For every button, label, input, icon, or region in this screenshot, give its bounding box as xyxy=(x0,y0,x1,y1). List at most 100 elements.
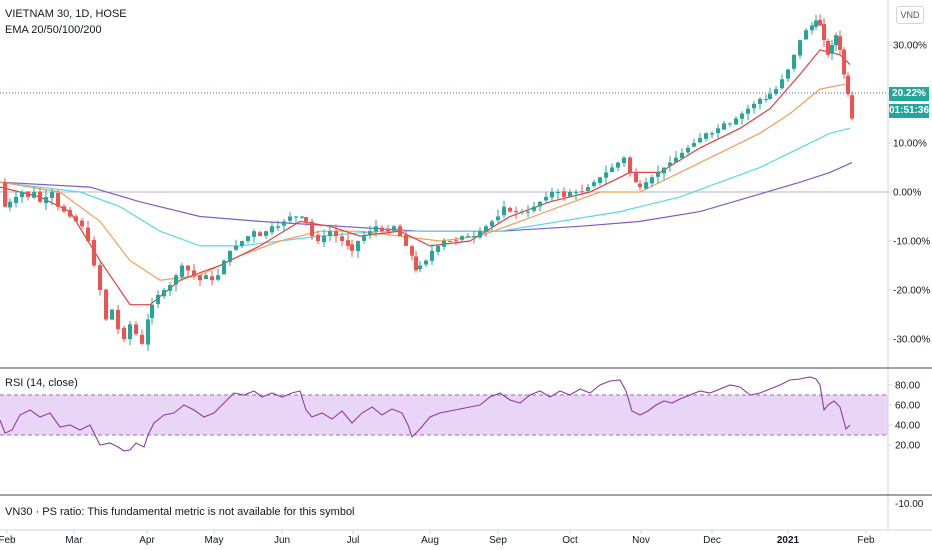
x-tick-label: Sep xyxy=(489,535,507,546)
rsi-y-tick-label: 20.00 xyxy=(895,441,920,452)
candle-body xyxy=(448,241,452,242)
candle-body xyxy=(156,294,160,304)
candle-body xyxy=(580,191,584,193)
candle-body xyxy=(20,192,24,198)
candle-body xyxy=(350,244,354,251)
candle-body xyxy=(162,290,166,297)
candle-body xyxy=(128,324,132,340)
candle-body xyxy=(252,231,256,237)
candle-body xyxy=(300,216,304,218)
candle-body xyxy=(466,236,470,238)
candle-body xyxy=(598,177,602,183)
candle-body xyxy=(734,118,738,125)
candle-body xyxy=(792,54,796,69)
x-tick-label: Apr xyxy=(139,535,155,546)
candle-body xyxy=(826,40,830,55)
rsi-label[interactable]: RSI (14, close) xyxy=(5,377,78,389)
candle-body xyxy=(374,226,378,232)
rsi-y-tick-label: 40.00 xyxy=(895,421,920,432)
candle-body xyxy=(610,167,614,173)
candle-body xyxy=(356,241,360,251)
candle-body xyxy=(328,231,332,237)
candle-body xyxy=(368,231,372,236)
candle-body xyxy=(818,19,822,26)
candle-body xyxy=(774,89,778,95)
candle-body xyxy=(246,236,250,242)
candle-body xyxy=(746,108,750,114)
candle-body xyxy=(276,226,280,228)
candle-body xyxy=(668,162,672,167)
candle-body xyxy=(404,234,408,246)
candle-body xyxy=(520,211,524,213)
candle-body xyxy=(198,275,202,281)
rsi-y-tick-label: 60.00 xyxy=(895,401,920,412)
candle-body xyxy=(228,250,232,262)
candle-body xyxy=(134,324,138,335)
candle-body xyxy=(270,226,274,233)
candle-body xyxy=(842,49,846,75)
fundamental-label[interactable]: VN30 · PS ratio: This fundamental metric… xyxy=(5,506,355,518)
candle-body xyxy=(698,138,702,143)
candle-body xyxy=(116,309,120,330)
candle-body xyxy=(768,94,772,100)
candle-body xyxy=(834,35,838,46)
candle-body xyxy=(728,123,732,125)
candle-body xyxy=(656,172,660,177)
x-tick-label: Feb xyxy=(0,535,16,546)
candle-body xyxy=(8,201,12,208)
x-tick-label: Jul xyxy=(347,535,360,546)
candle-body xyxy=(574,192,578,194)
candle-body xyxy=(180,265,184,277)
candle-body xyxy=(56,192,60,207)
candle-body xyxy=(334,231,338,237)
x-tick-label: May xyxy=(205,535,224,546)
candle-body xyxy=(122,327,126,339)
candle-body xyxy=(526,211,530,213)
ema200-line xyxy=(0,162,853,232)
candle-body xyxy=(716,128,720,134)
rsi-y-tick-label: 80.00 xyxy=(895,381,920,392)
candle-body xyxy=(80,220,84,227)
candle-body xyxy=(644,182,648,189)
candle-body xyxy=(502,206,506,216)
candle-body xyxy=(110,309,114,320)
candle-body xyxy=(556,192,560,194)
candle-body xyxy=(146,319,150,345)
candle-body xyxy=(186,265,190,271)
candle-body xyxy=(204,275,208,280)
candle-body xyxy=(150,304,154,319)
candle-body xyxy=(472,236,476,238)
candle-body xyxy=(532,206,536,211)
candle-body xyxy=(346,240,350,246)
y-tick-label: 10.00% xyxy=(893,139,927,150)
currency-button[interactable]: VND xyxy=(896,6,924,24)
candle-body xyxy=(822,24,826,41)
y-tick-label: -20.00% xyxy=(893,286,930,297)
fundamental-y-tick-label: -10.00 xyxy=(895,499,924,510)
candle-body xyxy=(838,36,842,50)
x-tick-label: Nov xyxy=(632,535,650,546)
time-axis[interactable]: Feb Mar Apr May Jun Jul Aug Sep Oct Nov Dec 2021 Feb xyxy=(0,530,875,546)
candle-body xyxy=(814,20,818,27)
x-tick-label: Jun xyxy=(274,535,290,546)
y-tick-label: 0.00% xyxy=(893,188,921,199)
candle-body xyxy=(514,210,518,212)
candle-body xyxy=(316,234,320,241)
candle-body xyxy=(484,226,488,232)
countdown-badge: 01:51:36 xyxy=(889,104,930,118)
candle-body xyxy=(798,40,802,56)
candle-body xyxy=(704,133,708,139)
candle-body xyxy=(740,113,744,119)
candle-body xyxy=(692,143,696,147)
symbol-title[interactable]: VIETNAM 30, 1D, HOSE xyxy=(5,8,127,20)
candle-body xyxy=(98,265,102,290)
candle-body xyxy=(804,30,808,40)
candle-body xyxy=(192,270,196,276)
ema20-line xyxy=(0,49,851,306)
last-change-badge: 20.22% xyxy=(889,87,929,101)
ema-indicator-legend[interactable]: EMA 20/50/100/200 xyxy=(5,24,102,36)
candle-body xyxy=(758,98,762,104)
candle-body xyxy=(240,241,244,246)
candle-body xyxy=(26,191,30,197)
